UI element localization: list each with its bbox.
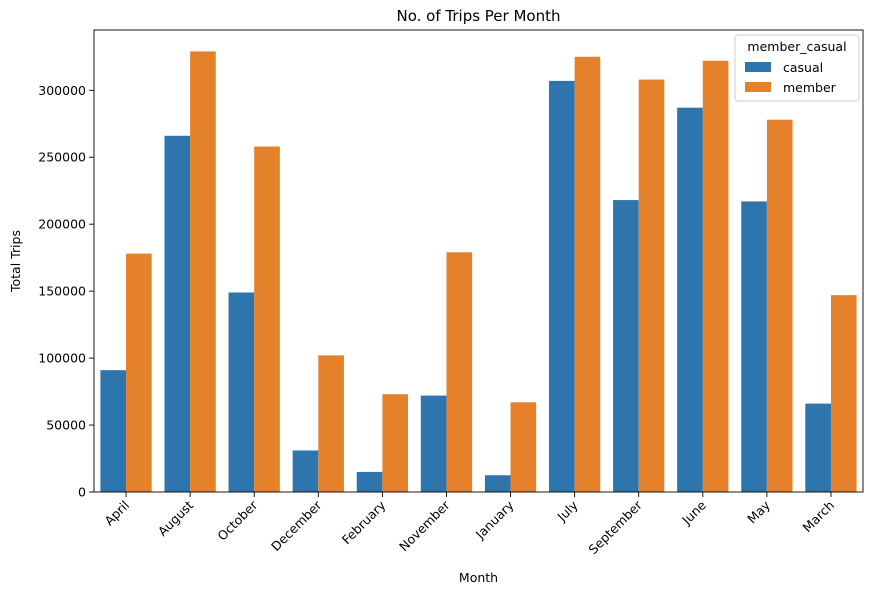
bar-member-march (830, 295, 857, 492)
legend-title: member_casual (747, 39, 846, 54)
x-tick-label: August (155, 497, 197, 539)
y-axis-label: Total Trips (8, 230, 23, 293)
bar-casual-february (356, 471, 383, 492)
x-tick-label: March (800, 498, 838, 536)
bar-member-august (190, 51, 216, 493)
x-tick-label: February (339, 497, 389, 547)
bar-member-july (574, 56, 601, 492)
x-tick-label: January (472, 497, 517, 542)
x-tick-label: November (396, 497, 453, 554)
legend-swatch-member (745, 82, 771, 92)
bar-casual-august (164, 135, 191, 493)
x-tick-label: April (101, 498, 132, 529)
bar-casual-november (420, 395, 447, 492)
y-tick-label: 200000 (38, 217, 86, 232)
y-tick-label: 250000 (38, 150, 86, 165)
y-tick-label: 0 (78, 485, 86, 500)
legend: member_casual casual member (734, 34, 860, 102)
x-tick-label: September (585, 497, 645, 557)
y-tick-label: 150000 (38, 284, 86, 299)
x-tick-label: December (268, 497, 325, 554)
x-tick-label: October (214, 497, 261, 544)
bar-casual-april (100, 370, 127, 492)
x-tick-label: June (678, 497, 709, 528)
y-tick-label: 300000 (38, 83, 86, 98)
bar-casual-january (484, 475, 511, 492)
y-axis: 0 50000 100000 150000 200000 250000 300000 (38, 83, 94, 500)
y-tick-label: 100000 (38, 351, 86, 366)
bar-member-october (254, 146, 280, 492)
bar-casual-june (677, 107, 703, 493)
legend-swatch-casual (745, 62, 771, 72)
bar-member-september (638, 79, 665, 493)
legend-entries: casual member (745, 60, 837, 95)
bar-casual-september (613, 200, 639, 492)
bar-casual-july (548, 80, 575, 492)
bar-member-june (702, 60, 729, 493)
bar-member-january (510, 402, 537, 492)
bar-casual-may (741, 201, 767, 492)
bar-casual-march (805, 403, 831, 492)
legend-label-casual: casual (783, 60, 823, 75)
x-tick-label: July (554, 497, 582, 525)
chart-title: No. of Trips Per Month (397, 7, 561, 25)
bar-member-may (766, 119, 793, 492)
bar-casual-december (292, 450, 319, 492)
bar-member-december (318, 355, 344, 492)
bars-group (100, 51, 857, 493)
x-axis-label: Month (459, 570, 498, 585)
bar-member-april (126, 253, 152, 492)
y-tick-label: 50000 (46, 418, 86, 433)
x-axis: April August October December February Novemb… (101, 492, 837, 557)
x-tick-label: May (744, 497, 773, 526)
bar-member-november (446, 252, 473, 492)
plot-frame (93, 29, 864, 493)
legend-label-member: member (783, 80, 837, 95)
bar-member-february (382, 394, 409, 492)
bar-casual-october (228, 292, 255, 492)
